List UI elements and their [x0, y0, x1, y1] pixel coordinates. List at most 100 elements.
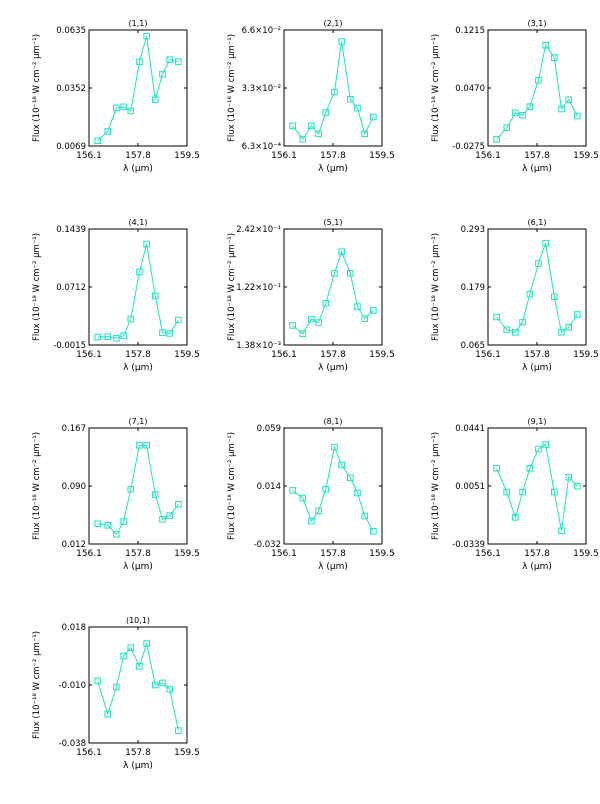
x-tick-label: 156.1 [76, 748, 102, 758]
data-point [542, 41, 549, 49]
x-axis-label: λ (μm) [123, 761, 153, 771]
data-point [159, 70, 166, 78]
plot-frame [88, 228, 188, 346]
data-point [370, 307, 377, 314]
data-point [503, 488, 511, 496]
chart-title: (3,1) [528, 19, 547, 28]
data-point [574, 482, 581, 490]
data-point [104, 333, 112, 340]
data-point [512, 109, 519, 117]
data-point [346, 474, 354, 482]
y-tick-label: -0.0275 [452, 142, 485, 152]
data-point [550, 488, 558, 496]
data-point [127, 107, 135, 115]
chart-panel-9: (9,1) 156.1 157.8 159.5 -0.0339 0.0051 0.0441 λ… [431, 417, 599, 572]
data-point [143, 640, 150, 647]
y-tick-label: 0.179 [461, 283, 485, 293]
x-axis-label: λ (μm) [123, 562, 153, 572]
x-axis-label: λ (μm) [123, 363, 153, 373]
x-axis-label: λ (μm) [318, 562, 348, 572]
data-point [519, 488, 526, 496]
data-point [331, 88, 338, 96]
x-tick-label: 156.1 [475, 350, 501, 360]
plot-frame [88, 427, 188, 545]
x-tick-label: 156.1 [271, 549, 297, 559]
chart-title: (7,1) [129, 417, 148, 426]
data-point [113, 334, 120, 342]
data-point [289, 122, 296, 130]
chart-title: (1,1) [129, 19, 148, 28]
data-point [175, 727, 182, 734]
chart-panel-4: (4,1) 156.1 157.8 159.5 -0.0015 0.0712 0.1439 λ… [32, 218, 200, 373]
data-point [354, 303, 361, 310]
x-tick-label: 156.1 [76, 549, 102, 559]
y-tick-label: -0.032 [254, 540, 281, 550]
data-point [289, 487, 296, 494]
y-tick-label: -0.038 [59, 739, 86, 749]
data-point [346, 270, 354, 277]
y-tick-label: 0.0470 [455, 84, 485, 94]
data-point [361, 315, 369, 322]
data-point [322, 299, 330, 307]
data-point [315, 130, 322, 138]
data-point [143, 32, 150, 40]
x-tick-label: 157.8 [524, 151, 550, 161]
data-point [166, 56, 174, 64]
series-line [97, 243, 179, 339]
y-tick-label: -0.0339 [452, 540, 485, 550]
data-point [503, 326, 511, 334]
y-tick-label: 3.3×10⁻² [242, 84, 281, 94]
x-tick-label: 159.5 [174, 350, 200, 360]
data-point [136, 268, 143, 276]
data-point [159, 679, 166, 687]
data-point [104, 128, 112, 135]
data-point [175, 501, 182, 508]
x-tick-label: 157.8 [524, 549, 550, 559]
x-tick-label: 159.5 [573, 151, 599, 161]
data-point [331, 270, 338, 277]
data-point [136, 663, 143, 670]
data-point [535, 76, 542, 84]
data-point [159, 329, 166, 336]
data-point [104, 710, 112, 718]
y-axis-label: Flux (10⁻¹⁸ W cm⁻² μm⁻¹) [32, 34, 42, 142]
data-point [512, 514, 519, 521]
y-tick-label: 0.1439 [56, 225, 86, 235]
data-point [558, 527, 565, 535]
x-tick-label: 157.8 [320, 151, 346, 161]
y-axis-label: Flux (10⁻¹⁸ W cm⁻² μm⁻¹) [431, 233, 441, 341]
x-axis-label: λ (μm) [522, 164, 552, 174]
y-tick-label: 0.0441 [455, 424, 485, 434]
data-point [166, 330, 174, 337]
data-point [361, 512, 369, 520]
chart-panel-5: (5,1) 156.1 157.8 159.5 1.38×10⁻³ 1.22×10⁻¹ 2.… [227, 218, 395, 373]
series-line [97, 444, 179, 536]
x-tick-label: 156.1 [271, 151, 297, 161]
data-point [542, 239, 549, 247]
data-point [113, 104, 120, 112]
data-point [315, 507, 322, 515]
data-point [151, 292, 159, 300]
x-tick-label: 157.8 [320, 350, 346, 360]
chart-title: (2,1) [324, 19, 343, 28]
data-point [94, 333, 101, 341]
data-point [127, 315, 135, 323]
x-axis-label: λ (μm) [522, 363, 552, 373]
data-point [338, 248, 345, 255]
y-tick-label: 0.293 [461, 225, 485, 235]
data-point [308, 517, 315, 525]
x-tick-label: 157.8 [125, 151, 151, 161]
data-point [120, 652, 127, 660]
data-point [338, 38, 345, 45]
data-point [308, 122, 315, 130]
x-axis-label: λ (μm) [318, 164, 348, 174]
data-point [526, 103, 534, 110]
y-axis-label: Flux (10⁻¹⁸ W cm⁻² μm⁻¹) [431, 34, 441, 142]
y-tick-label: 0.090 [62, 482, 86, 492]
y-tick-label: 0.1215 [455, 26, 485, 36]
data-point [361, 130, 369, 138]
data-point [370, 527, 377, 535]
data-point [565, 96, 573, 103]
data-point [550, 293, 558, 300]
